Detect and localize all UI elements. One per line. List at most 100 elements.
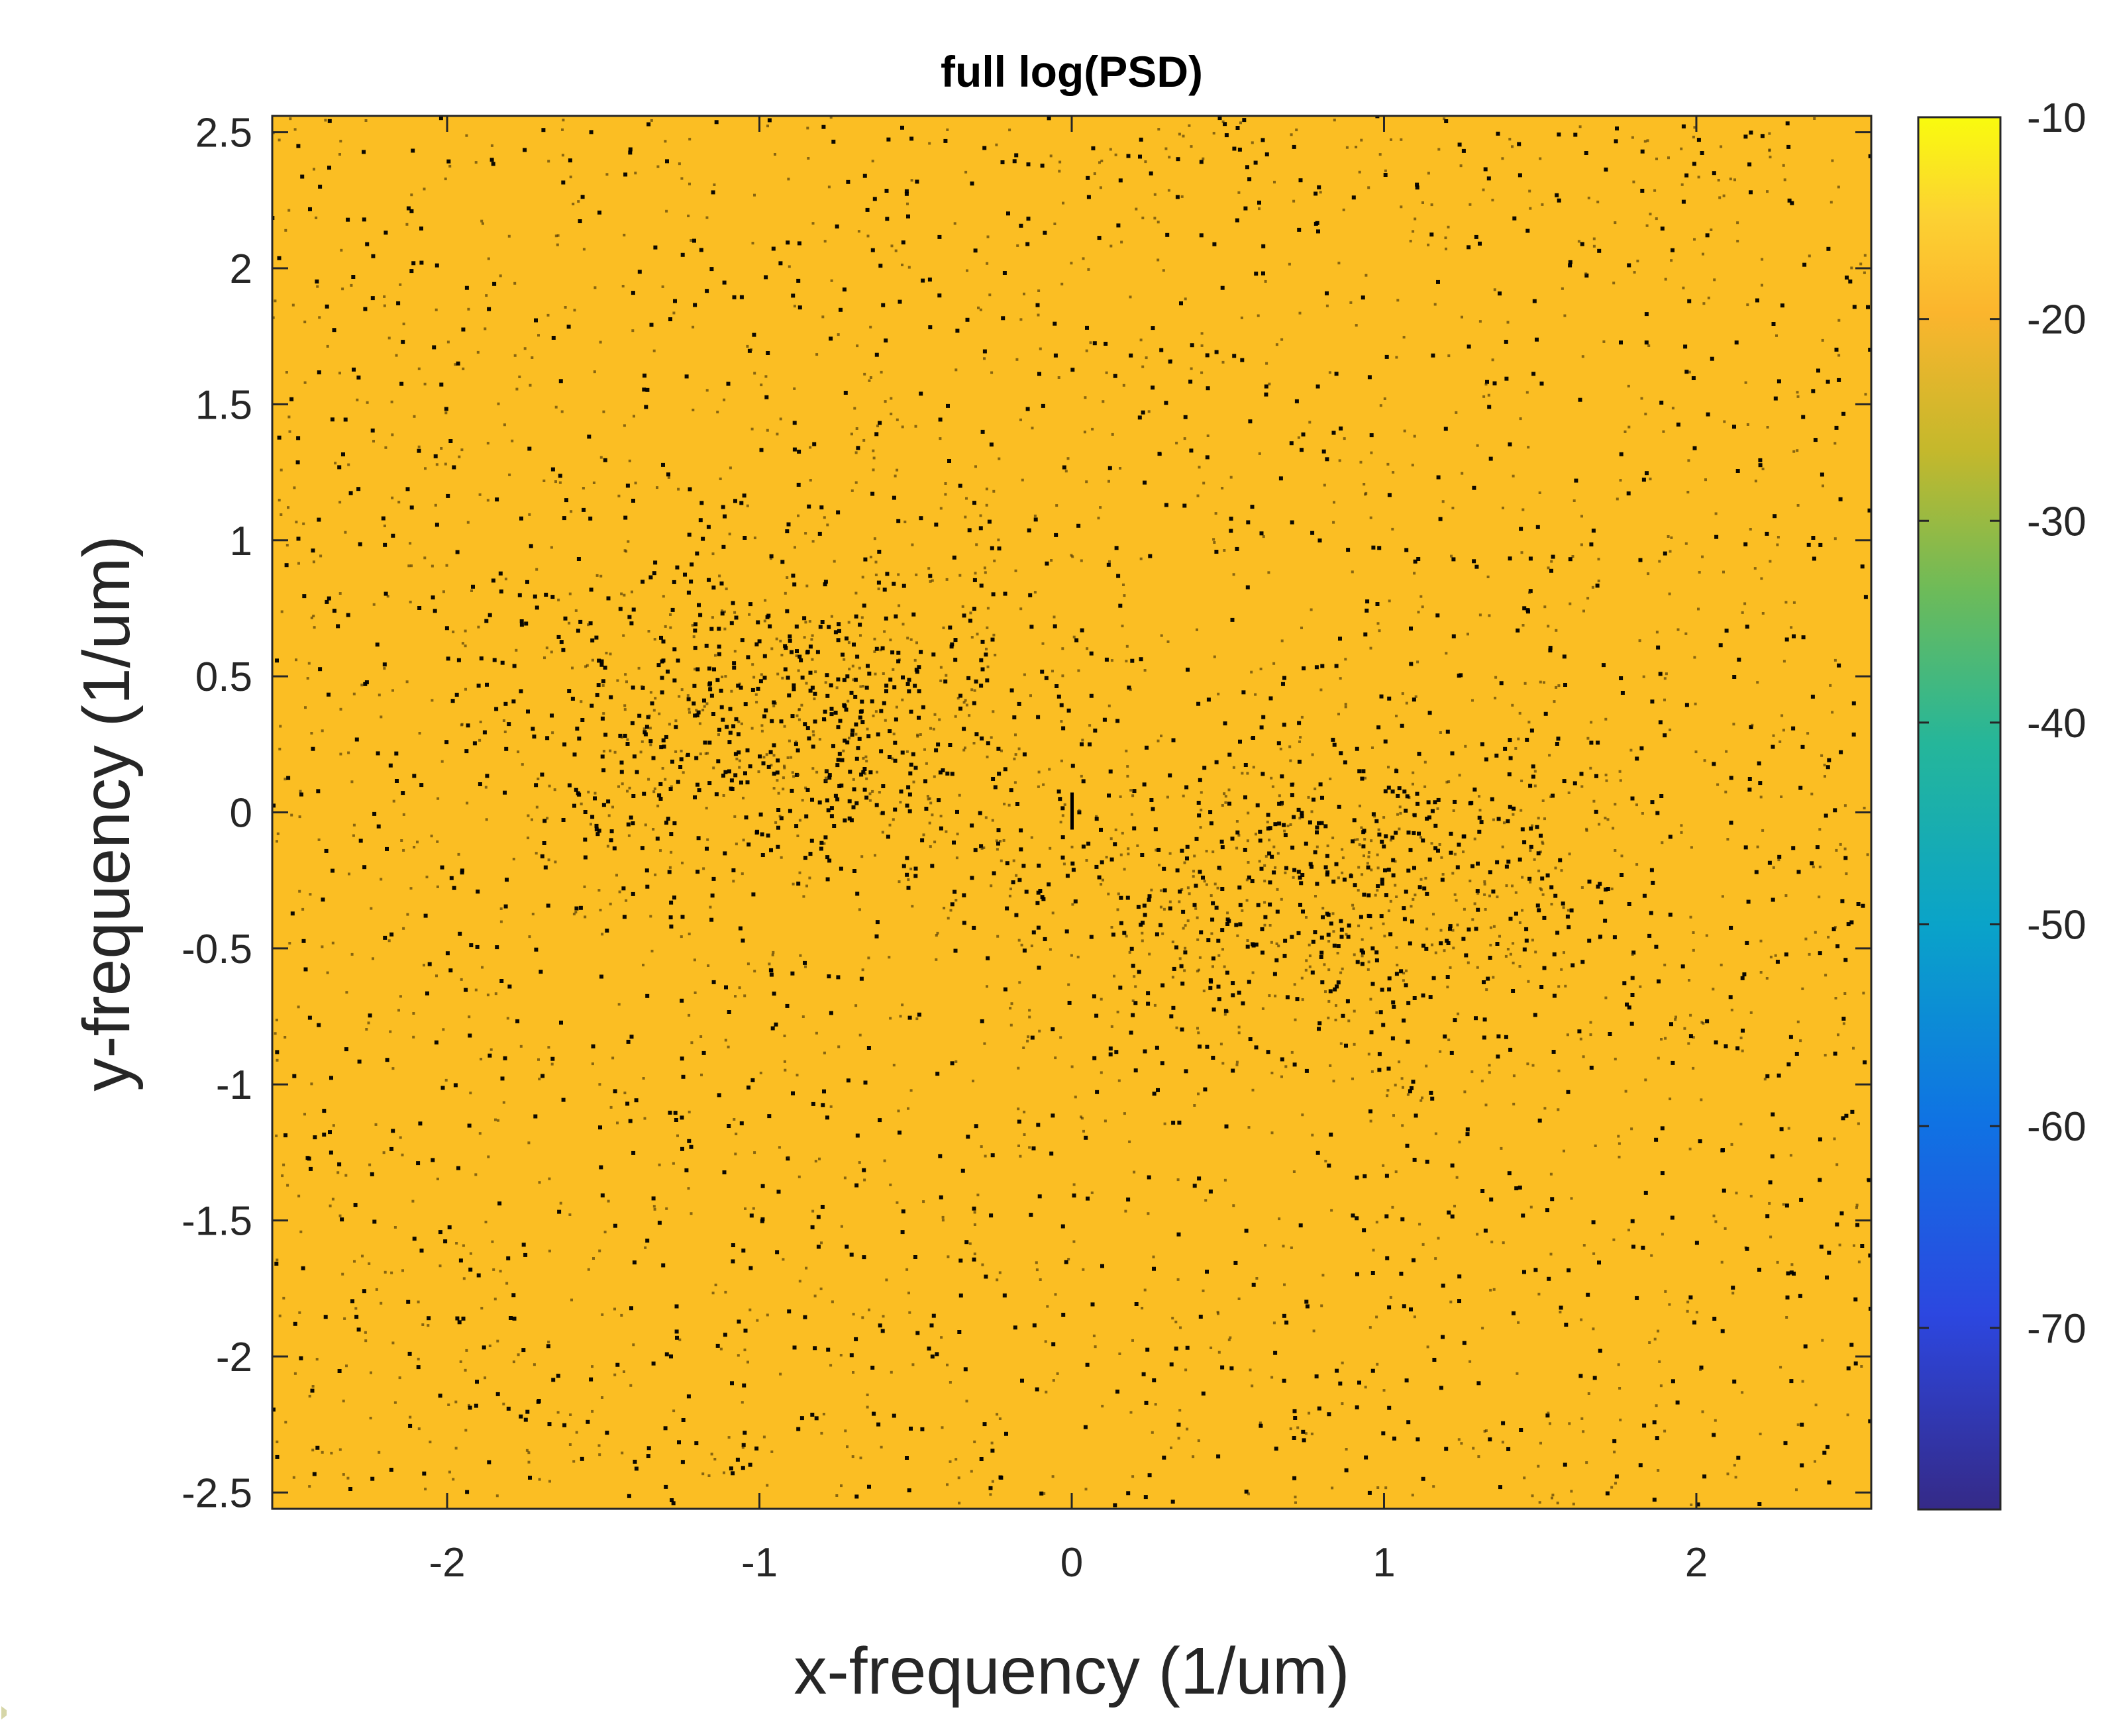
speckle xyxy=(371,254,376,258)
speckle xyxy=(598,1083,601,1086)
speckle xyxy=(399,1136,402,1139)
speckle xyxy=(995,839,998,842)
speckle xyxy=(1433,846,1438,850)
speckle xyxy=(580,195,585,199)
speckle xyxy=(556,234,560,237)
speckle xyxy=(425,991,429,996)
speckle xyxy=(804,965,807,968)
speckle xyxy=(1150,888,1153,892)
speckle xyxy=(1009,688,1014,693)
speckle xyxy=(515,1019,520,1023)
speckle xyxy=(621,285,625,287)
speckle xyxy=(672,1162,675,1165)
speckle xyxy=(734,995,737,998)
speckle xyxy=(678,695,681,698)
speckle xyxy=(1843,958,1848,962)
speckle xyxy=(464,1368,467,1372)
speckle xyxy=(323,1315,328,1319)
speckle xyxy=(1238,739,1242,744)
speckle xyxy=(1657,979,1661,984)
speckle xyxy=(1436,797,1441,802)
speckle xyxy=(981,1263,984,1266)
speckle xyxy=(1771,744,1775,749)
speckle xyxy=(537,334,540,337)
speckle xyxy=(973,1440,976,1443)
speckle xyxy=(956,833,959,836)
speckle xyxy=(836,677,841,682)
speckle xyxy=(706,525,711,529)
speckle xyxy=(1353,839,1357,842)
speckle xyxy=(780,560,785,564)
speckle xyxy=(369,1417,372,1419)
speckle xyxy=(661,285,664,288)
speckle xyxy=(1733,178,1736,181)
speckle xyxy=(519,1045,523,1048)
speckle xyxy=(1563,1462,1567,1467)
speckle xyxy=(921,705,925,709)
speckle xyxy=(368,1013,372,1018)
speckle xyxy=(917,1012,921,1017)
speckle xyxy=(1619,779,1622,782)
speckle xyxy=(1620,854,1623,858)
speckle xyxy=(468,1404,470,1407)
speckle xyxy=(600,754,605,759)
speckle xyxy=(590,703,594,708)
speckle xyxy=(1319,688,1323,691)
speckle xyxy=(1323,484,1326,487)
speckle xyxy=(669,832,674,837)
speckle xyxy=(587,623,590,627)
speckle xyxy=(878,1323,882,1328)
speckle xyxy=(767,118,772,123)
speckle xyxy=(679,757,684,762)
speckle xyxy=(1610,888,1614,891)
speckle xyxy=(1198,1314,1203,1319)
speckle xyxy=(1402,1018,1406,1023)
speckle xyxy=(739,780,743,785)
speckle xyxy=(1661,1233,1664,1236)
speckle xyxy=(1824,974,1828,977)
speckle xyxy=(796,835,799,837)
speckle xyxy=(1377,546,1382,550)
speckle xyxy=(954,899,958,902)
speckle xyxy=(1429,1090,1433,1095)
speckle xyxy=(534,783,539,788)
speckle xyxy=(1507,1171,1512,1176)
speckle xyxy=(1712,1214,1716,1217)
speckle xyxy=(954,1458,958,1461)
speckle xyxy=(412,1012,415,1015)
speckle xyxy=(798,305,802,310)
speckle xyxy=(1217,866,1221,870)
speckle xyxy=(801,1015,805,1018)
speckle xyxy=(1132,789,1137,793)
speckle xyxy=(1209,821,1213,826)
speckle xyxy=(1433,800,1437,805)
speckle xyxy=(411,1200,415,1203)
speckle xyxy=(779,719,784,724)
speckle xyxy=(310,616,313,619)
speckle xyxy=(914,425,917,428)
speckle xyxy=(1434,951,1437,954)
speckle xyxy=(788,265,791,268)
speckle xyxy=(1642,1423,1647,1428)
speckle xyxy=(1421,1096,1423,1099)
speckle xyxy=(1036,925,1041,930)
speckle xyxy=(888,755,892,759)
speckle xyxy=(1280,774,1284,779)
speckle xyxy=(1196,494,1200,497)
speckle xyxy=(788,809,792,813)
speckle xyxy=(1300,976,1304,980)
speckle xyxy=(727,740,732,744)
speckle xyxy=(1270,1072,1274,1074)
speckle xyxy=(1841,1017,1846,1021)
speckle xyxy=(952,841,956,845)
speckle xyxy=(656,663,661,668)
speckle xyxy=(1460,1442,1463,1445)
speckle xyxy=(1031,930,1036,935)
speckle xyxy=(1761,829,1765,832)
speckle xyxy=(1539,850,1542,854)
speckle xyxy=(1193,1104,1196,1107)
speckle xyxy=(847,799,852,803)
speckle xyxy=(711,586,716,590)
speckle xyxy=(680,1115,684,1120)
speckle xyxy=(648,727,652,730)
